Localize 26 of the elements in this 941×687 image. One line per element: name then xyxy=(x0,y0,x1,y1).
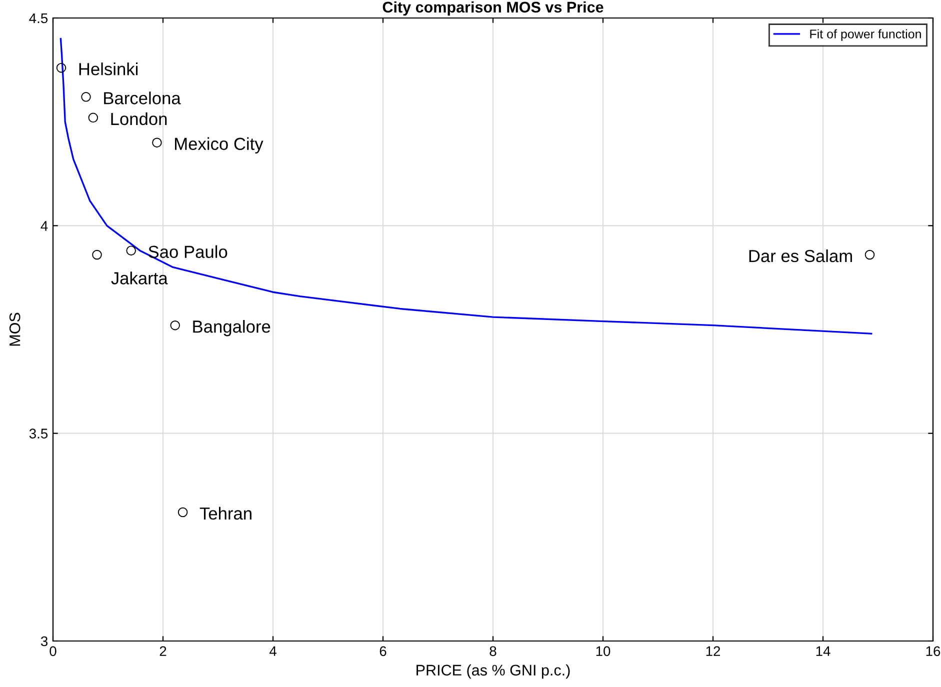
data-label: Barcelona xyxy=(104,92,181,104)
x-tick-label: 10 xyxy=(596,646,610,656)
x-tick-label: 8 xyxy=(490,646,496,656)
data-label: Sao Paulo xyxy=(148,245,228,258)
x-tick-label: 6 xyxy=(380,646,386,656)
x-tick-label: 16 xyxy=(926,646,940,656)
data-label: Jakarta xyxy=(111,272,168,284)
y-tick-label: 4 xyxy=(40,221,48,231)
x-tick-label: 14 xyxy=(816,646,830,656)
x-axis-title: PRICE (as % GNI p.c.) xyxy=(416,664,570,679)
data-label: Mexico City xyxy=(175,137,264,154)
y-axis-title: MOS xyxy=(9,312,20,346)
x-tick-label: 2 xyxy=(160,646,166,656)
data-label: London xyxy=(111,112,167,126)
x-tick-label: 0 xyxy=(50,646,56,656)
legend-label: Fit of power function xyxy=(810,29,921,41)
data-label: Bangalore xyxy=(193,320,270,336)
data-label: Tehran xyxy=(200,506,252,520)
data-label: Helsinki xyxy=(79,62,138,76)
y-tick-label: 3.5 xyxy=(29,428,48,439)
data-label: Dar es Salam xyxy=(749,249,852,262)
y-tick-label: 3 xyxy=(40,636,48,646)
chart-title: City comparison MOS vs Price xyxy=(382,1,604,16)
y-tick-label: 4.5 xyxy=(29,13,48,24)
x-tick-label: 12 xyxy=(706,646,720,656)
x-tick-label: 4 xyxy=(269,646,276,656)
